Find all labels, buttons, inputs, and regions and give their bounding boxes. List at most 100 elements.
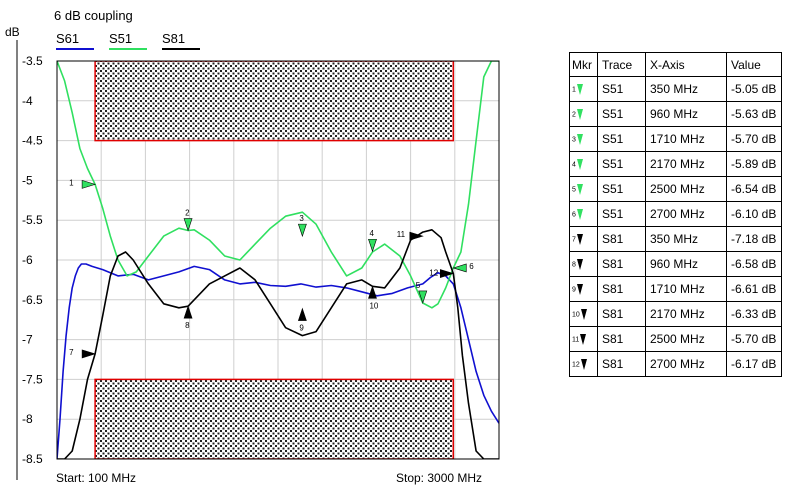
marker-number: 4 — [572, 161, 576, 169]
y-tick-label: -7 — [22, 333, 33, 347]
marker-6 — [452, 263, 467, 273]
marker-cell-x-axis: 960 MHz — [645, 101, 727, 127]
marker-triangle-icon — [576, 159, 583, 171]
y-tick-label: -4.5 — [22, 134, 43, 148]
marker-cell-value: -6.54 dB — [726, 176, 782, 202]
marker-cell-mkr: 3 — [569, 126, 598, 152]
marker-cell-mkr: 1 — [569, 76, 598, 102]
marker-row: 7 S81 350 MHz -7.18 dB — [569, 226, 782, 252]
marker-10-label: 10 — [369, 301, 378, 310]
marker-triangle-icon — [576, 234, 583, 246]
marker-cell-value: -6.58 dB — [726, 251, 782, 277]
marker-number: 9 — [572, 286, 576, 294]
marker-4 — [368, 238, 377, 253]
marker-cell-mkr: 10 — [569, 301, 598, 327]
marker-row: 9 S81 1710 MHz -6.61 dB — [569, 276, 782, 302]
marker-cell-trace: S51 — [597, 101, 646, 127]
marker-number: 10 — [572, 311, 580, 319]
marker-triangle-icon — [576, 84, 583, 96]
marker-cell-x-axis: 1710 MHz — [645, 126, 727, 152]
marker-cell-x-axis: 2500 MHz — [645, 326, 727, 352]
marker-7 — [81, 349, 97, 359]
marker-cell-mkr: 2 — [569, 101, 598, 127]
marker-number: 5 — [572, 186, 576, 194]
marker-cell-trace: S81 — [597, 276, 646, 302]
y-tick-labels: -3.5 -4 -4.5 -5 -5.5 -6 -6.5 -7 -7.5 -8 -8.5 — [22, 54, 43, 466]
marker-cell-mkr: 4 — [569, 151, 598, 177]
marker-3-label: 3 — [299, 214, 304, 223]
legend-swatch-s81 — [162, 48, 200, 50]
y-tick-label: -6 — [22, 253, 33, 267]
marker-cell-value: -5.89 dB — [726, 151, 782, 177]
start-frequency-label: Start: 100 MHz — [56, 471, 137, 485]
marker-3 — [297, 223, 307, 238]
marker-row: 10 S81 2170 MHz -6.33 dB — [569, 301, 782, 327]
marker-cell-trace: S81 — [597, 351, 646, 377]
upper-limit-mask — [94, 61, 455, 142]
marker-6-label: 6 — [469, 262, 474, 271]
marker-table-body: 1 S51 350 MHz -5.05 dB 2 S51 960 MHz -5.63 dB 3 S… — [569, 76, 782, 377]
marker-cell-mkr: 11 — [569, 326, 598, 352]
header-mkr: Mkr — [569, 52, 598, 77]
marker-cell-trace: S51 — [597, 126, 646, 152]
marker-triangle-icon — [576, 109, 583, 121]
marker-9 — [297, 307, 307, 321]
lower-limit-mask — [94, 378, 455, 459]
marker-11-label: 11 — [397, 230, 406, 239]
marker-cell-value: -6.61 dB — [726, 276, 782, 302]
marker-cell-trace: S81 — [597, 226, 646, 252]
marker-5 — [418, 290, 428, 304]
marker-number: 12 — [572, 361, 580, 369]
marker-cell-value: -7.18 dB — [726, 226, 782, 252]
series-line-s51 — [57, 61, 499, 309]
legend-swatch-s61 — [56, 48, 94, 50]
marker-row: 3 S51 1710 MHz -5.70 dB — [569, 126, 782, 152]
y-tick-label: -7.5 — [22, 372, 43, 386]
marker-cell-value: -5.70 dB — [726, 126, 782, 152]
marker-cell-x-axis: 2170 MHz — [645, 301, 727, 327]
chart-title: 6 dB coupling — [54, 8, 133, 23]
marker-cell-x-axis: 2700 MHz — [645, 201, 727, 227]
marker-cell-mkr: 5 — [569, 176, 598, 202]
marker-triangle-icon — [580, 359, 587, 371]
marker-cell-mkr: 8 — [569, 251, 598, 277]
marker-cell-x-axis: 960 MHz — [645, 251, 727, 277]
stop-frequency-label: Stop: 3000 MHz — [396, 471, 483, 485]
marker-row: 1 S51 350 MHz -5.05 dB — [569, 76, 782, 102]
marker-cell-value: -5.63 dB — [726, 101, 782, 127]
header-x-axis: X-Axis — [645, 52, 727, 77]
marker-cell-value: -6.33 dB — [726, 301, 782, 327]
marker-triangle-icon — [580, 309, 587, 321]
marker-1 — [81, 179, 97, 189]
marker-cell-mkr: 7 — [569, 226, 598, 252]
marker-table-header: Mkr Trace X-Axis Value — [569, 52, 782, 77]
y-tick-label: -3.5 — [22, 54, 43, 68]
marker-number: 11 — [572, 336, 580, 344]
y-tick-label: -5 — [22, 173, 33, 187]
marker-cell-x-axis: 2500 MHz — [645, 176, 727, 202]
marker-triangle-icon — [576, 284, 583, 296]
marker-cell-trace: S51 — [597, 151, 646, 177]
marker-cell-trace: S51 — [597, 176, 646, 202]
marker-number: 2 — [572, 111, 576, 119]
marker-cell-trace: S81 — [597, 326, 646, 352]
marker-number: 6 — [572, 211, 576, 219]
legend-label-s61: S61 — [56, 31, 80, 46]
marker-row: 6 S51 2700 MHz -6.10 dB — [569, 201, 782, 227]
marker-cell-x-axis: 2170 MHz — [645, 151, 727, 177]
marker-number: 1 — [572, 86, 576, 94]
marker-cell-x-axis: 2700 MHz — [645, 351, 727, 377]
marker-cell-value: -6.17 dB — [726, 351, 782, 377]
marker-cell-mkr: 6 — [569, 201, 598, 227]
legend-swatch-s51 — [109, 48, 147, 50]
marker-cell-value: -5.70 dB — [726, 326, 782, 352]
marker-cell-value: -6.10 dB — [726, 201, 782, 227]
y-tick-label: -5.5 — [22, 213, 43, 227]
marker-5-label: 5 — [416, 281, 421, 290]
marker-12-label: 12 — [429, 269, 438, 278]
marker-row: 8 S81 960 MHz -6.58 dB — [569, 251, 782, 277]
legend-label-s51: S51 — [109, 31, 133, 46]
marker-cell-x-axis: 1710 MHz — [645, 276, 727, 302]
